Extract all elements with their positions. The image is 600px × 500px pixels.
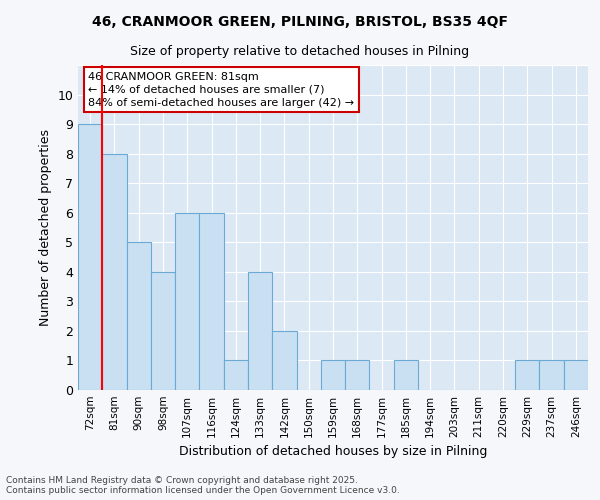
Bar — [127, 242, 151, 390]
Text: 46, CRANMOOR GREEN, PILNING, BRISTOL, BS35 4QF: 46, CRANMOOR GREEN, PILNING, BRISTOL, BS… — [92, 15, 508, 29]
Bar — [102, 154, 127, 390]
Bar — [78, 124, 102, 390]
X-axis label: Distribution of detached houses by size in Pilning: Distribution of detached houses by size … — [179, 446, 487, 458]
Y-axis label: Number of detached properties: Number of detached properties — [39, 129, 52, 326]
Bar — [248, 272, 272, 390]
Bar — [151, 272, 175, 390]
Bar — [345, 360, 370, 390]
Bar — [515, 360, 539, 390]
Bar — [272, 331, 296, 390]
Bar — [175, 212, 199, 390]
Text: Contains HM Land Registry data © Crown copyright and database right 2025.
Contai: Contains HM Land Registry data © Crown c… — [6, 476, 400, 495]
Bar — [224, 360, 248, 390]
Bar — [564, 360, 588, 390]
Bar — [321, 360, 345, 390]
Text: 46 CRANMOOR GREEN: 81sqm
← 14% of detached houses are smaller (7)
84% of semi-de: 46 CRANMOOR GREEN: 81sqm ← 14% of detach… — [88, 72, 355, 108]
Bar — [539, 360, 564, 390]
Text: Size of property relative to detached houses in Pilning: Size of property relative to detached ho… — [130, 45, 470, 58]
Bar — [394, 360, 418, 390]
Bar — [199, 212, 224, 390]
